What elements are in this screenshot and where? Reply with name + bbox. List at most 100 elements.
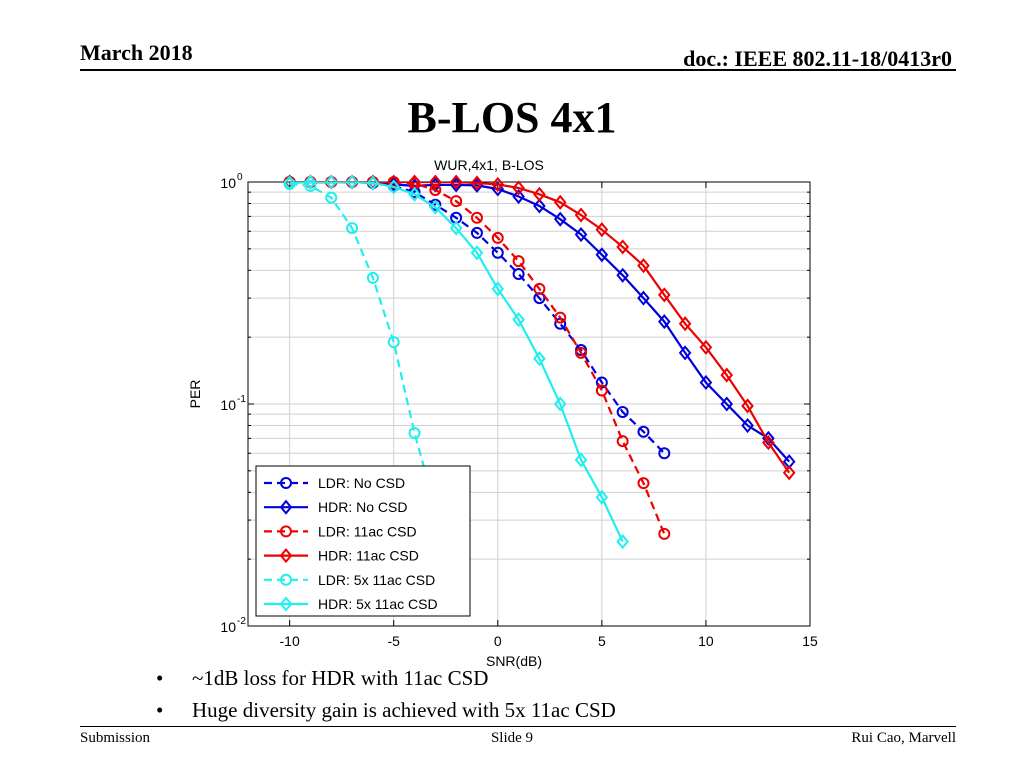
x-tick-label: -5 — [387, 633, 400, 649]
data-point — [782, 465, 796, 481]
x-tick-label: -10 — [280, 633, 300, 649]
data-point — [387, 179, 401, 195]
data-point — [574, 226, 588, 243]
data-point — [657, 287, 671, 303]
data-point — [554, 311, 567, 324]
data-point — [595, 376, 608, 389]
slide-title: B-LOS 4x1 — [407, 93, 617, 142]
y-tick-label-base: 10 — [220, 175, 236, 191]
data-point — [470, 226, 483, 239]
data-point — [408, 186, 421, 202]
data-point — [429, 174, 442, 190]
y-tick-label-exponent: 0 — [237, 172, 243, 183]
x-tick-label: 15 — [802, 633, 818, 649]
data-point — [512, 268, 525, 281]
data-point — [720, 396, 734, 412]
data-point — [450, 195, 463, 208]
data-point — [616, 435, 629, 448]
y-tick-label-exponent: -1 — [237, 394, 246, 405]
data-point — [283, 175, 296, 191]
data-point — [741, 417, 754, 434]
data-point — [449, 174, 463, 190]
data-point — [491, 231, 504, 244]
footer-slide-number: Slide 9 — [490, 730, 534, 746]
legend-entry: HDR: 5x 11ac CSD — [318, 596, 438, 612]
data-point — [574, 207, 588, 223]
data-point — [470, 211, 483, 224]
chart-title: WUR,4x1, B-LOS — [434, 157, 544, 173]
bullet-item: • Huge diversity gain is achieved with 5… — [156, 698, 616, 730]
y-axis-label: PER — [187, 380, 203, 409]
data-point — [720, 367, 734, 383]
data-point — [553, 211, 567, 227]
y-tick-label-exponent: -2 — [237, 616, 246, 627]
header-divider — [80, 69, 956, 71]
bullet-dot-icon: • — [156, 698, 164, 722]
data-point — [637, 258, 650, 274]
data-point — [553, 396, 567, 412]
series-line — [289, 182, 666, 455]
header-date: March 2018 — [80, 40, 193, 65]
series-line — [289, 182, 624, 543]
bullet-text: Huge diversity gain is achieved with 5x … — [192, 698, 616, 722]
data-point — [595, 489, 609, 505]
data-point — [512, 188, 525, 205]
data-point — [699, 374, 713, 391]
data-point — [595, 247, 609, 263]
data-point — [678, 345, 692, 361]
data-point — [304, 174, 317, 190]
data-point — [533, 351, 546, 367]
data-point — [616, 406, 629, 419]
data-point — [533, 186, 546, 202]
footer-submission: Submission — [80, 730, 151, 746]
series-line — [289, 182, 458, 601]
data-point — [449, 220, 463, 236]
data-point — [616, 267, 629, 283]
data-point — [366, 271, 379, 284]
data-point — [741, 398, 754, 414]
data-point — [429, 184, 442, 197]
footer-author: Rui Cao, Marvell — [851, 730, 956, 746]
data-point — [762, 435, 775, 451]
x-tick-label: 0 — [494, 633, 502, 649]
data-point — [553, 194, 567, 210]
legend-swatch-marker — [280, 525, 292, 538]
data-point — [637, 477, 650, 490]
data-point — [657, 314, 671, 330]
data-point — [574, 452, 588, 468]
bullet-list: • ~1dB loss for HDR with 11ac CSD • Huge… — [156, 666, 616, 730]
data-point — [595, 384, 608, 397]
y-tick-label-base: 10 — [220, 397, 236, 413]
x-axis-label: SNR(dB) — [486, 653, 542, 669]
data-point — [387, 336, 400, 349]
legend-swatch-marker — [280, 477, 292, 489]
data-point — [491, 246, 504, 259]
data-point — [658, 447, 671, 460]
legend-entry: HDR: No CSD — [318, 499, 407, 515]
series-line — [289, 182, 791, 474]
data-point — [616, 239, 629, 255]
data-point — [637, 425, 650, 438]
data-point — [324, 174, 338, 190]
data-point — [575, 346, 588, 359]
data-point — [470, 245, 484, 261]
data-point — [533, 282, 546, 295]
data-point — [533, 198, 546, 214]
data-point — [325, 191, 338, 204]
data-point — [616, 534, 629, 550]
bullet-dot-icon: • — [156, 666, 164, 690]
data-point — [345, 174, 359, 190]
x-tick-label: 10 — [698, 633, 714, 649]
data-point — [512, 180, 525, 196]
legend-swatch-marker — [279, 499, 293, 515]
data-point — [658, 527, 671, 540]
data-point — [408, 427, 421, 440]
legend-swatch-marker — [279, 548, 293, 564]
legend-entry: LDR: 11ac CSD — [318, 523, 417, 539]
legend-swatch-marker — [279, 596, 293, 612]
bullet-item: • ~1dB loss for HDR with 11ac CSD — [156, 666, 616, 698]
bullet-text: ~1dB loss for HDR with 11ac CSD — [192, 666, 489, 690]
legend-swatch-marker — [280, 573, 292, 586]
x-tick-label: 5 — [598, 633, 606, 649]
